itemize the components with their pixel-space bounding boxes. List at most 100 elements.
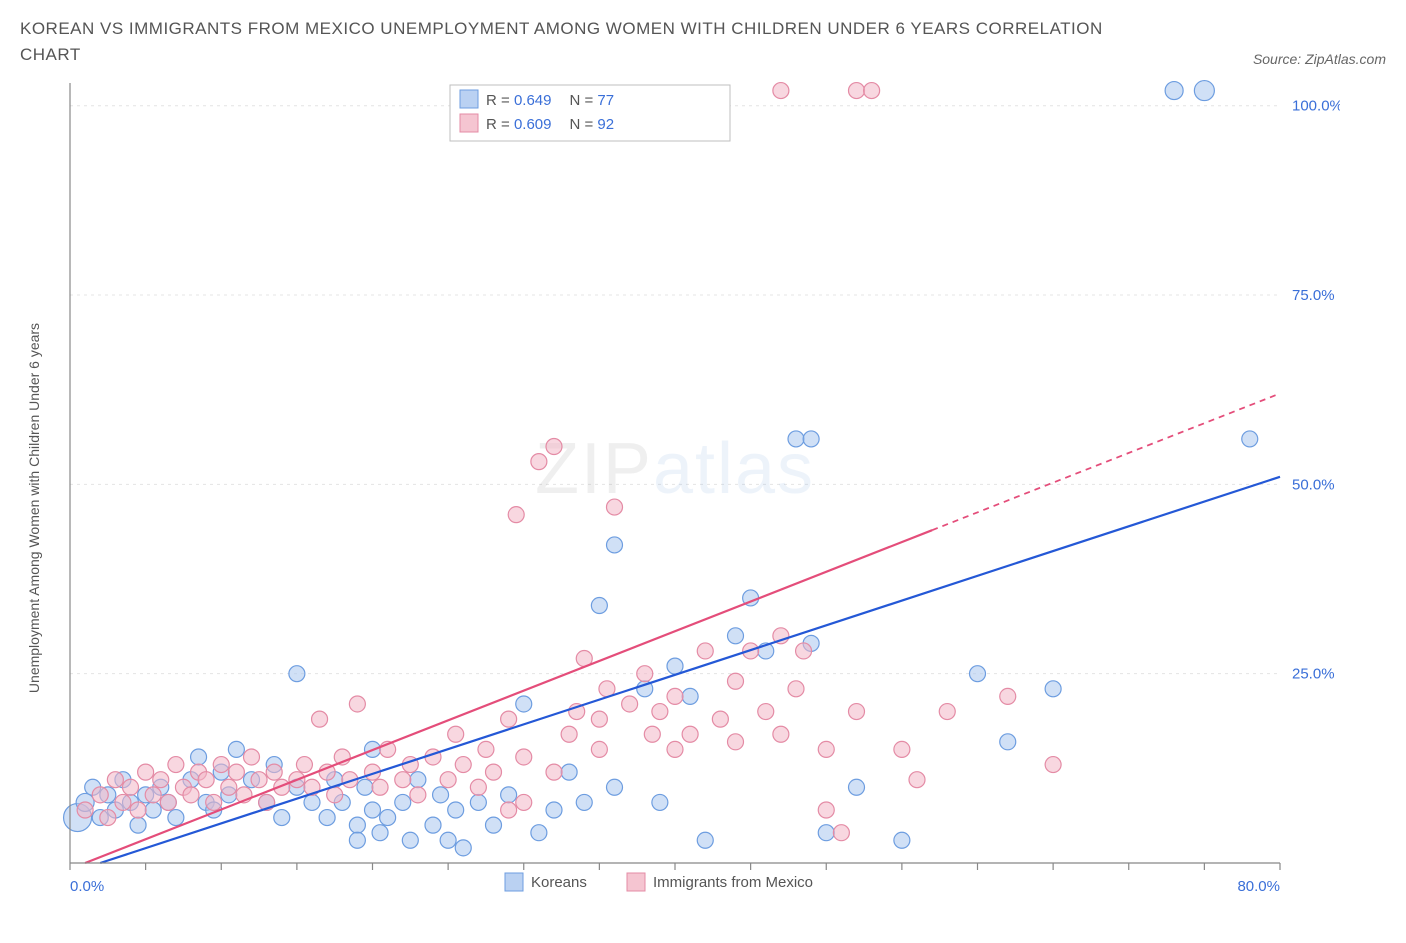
data-point [1165,82,1183,100]
data-point [145,802,161,818]
y-axis-label: Unemployment Among Women with Children U… [26,323,42,693]
data-point [652,794,668,810]
data-point [448,802,464,818]
data-point [440,832,456,848]
data-point [107,772,123,788]
data-point [788,431,804,447]
data-point [440,772,456,788]
data-point [1045,681,1061,697]
data-point [644,726,660,742]
data-point [516,794,532,810]
chart-title: KOREAN VS IMMIGRANTS FROM MEXICO UNEMPLO… [20,16,1120,67]
data-point [425,817,441,833]
data-point [849,83,865,99]
data-point [531,454,547,470]
data-point [395,794,411,810]
data-point [372,779,388,795]
y-tick-label: 25.0% [1292,666,1335,683]
data-point [228,764,244,780]
data-point [939,704,955,720]
data-point [652,704,668,720]
data-point [410,787,426,803]
data-point [591,598,607,614]
data-point [145,787,161,803]
data-point [607,499,623,515]
data-point [1000,734,1016,750]
data-point [622,696,638,712]
data-point [561,764,577,780]
data-point [796,643,812,659]
data-point [349,817,365,833]
data-point [138,764,154,780]
data-point [266,764,282,780]
data-point [773,726,789,742]
data-point [349,696,365,712]
data-point [304,794,320,810]
data-point [667,741,683,757]
data-point [501,802,517,818]
data-point [1194,81,1214,101]
data-point [123,779,139,795]
data-point [455,757,471,773]
scatter-chart: ZIPatlas0.0%80.0%25.0%50.0%75.0%100.0%R … [20,73,1340,927]
legend-swatch [505,873,523,891]
data-point [818,802,834,818]
data-point [168,757,184,773]
data-point [486,764,502,780]
legend-label: Koreans [531,874,587,891]
data-point [591,741,607,757]
data-point [433,787,449,803]
data-point [312,711,328,727]
data-point [486,817,502,833]
x-tick-label: 80.0% [1237,878,1280,895]
y-tick-label: 100.0% [1292,98,1340,115]
data-point [849,704,865,720]
data-point [508,507,524,523]
data-point [470,779,486,795]
data-point [274,810,290,826]
data-point [380,810,396,826]
data-point [501,711,517,727]
data-point [607,537,623,553]
data-point [251,772,267,788]
data-point [758,704,774,720]
data-point [864,83,880,99]
data-point [289,666,305,682]
data-point [728,673,744,689]
data-point [697,643,713,659]
data-point [395,772,411,788]
data-point [365,802,381,818]
data-point [319,810,335,826]
data-point [516,749,532,765]
data-point [516,696,532,712]
svg-text:R = 0.649N = 77: R = 0.649N = 77 [486,92,614,109]
data-point [244,749,260,765]
data-point [561,726,577,742]
data-point [213,757,229,773]
data-point [130,817,146,833]
y-tick-label: 50.0% [1292,476,1335,493]
data-point [697,832,713,848]
data-point [803,431,819,447]
y-tick-label: 75.0% [1292,287,1335,304]
data-point [667,658,683,674]
data-point [327,787,343,803]
data-point [712,711,728,727]
data-point [531,825,547,841]
legend-swatch [627,873,645,891]
data-point [448,726,464,742]
source-label: Source: ZipAtlas.com [1253,51,1386,67]
data-point [228,741,244,757]
data-point [818,741,834,757]
data-point [1000,688,1016,704]
data-point [372,825,388,841]
data-point [349,832,365,848]
data-point [728,628,744,644]
data-point [894,741,910,757]
data-point [773,83,789,99]
data-point [168,810,184,826]
data-point [682,726,698,742]
data-point [546,438,562,454]
data-point [607,779,623,795]
data-point [637,666,653,682]
